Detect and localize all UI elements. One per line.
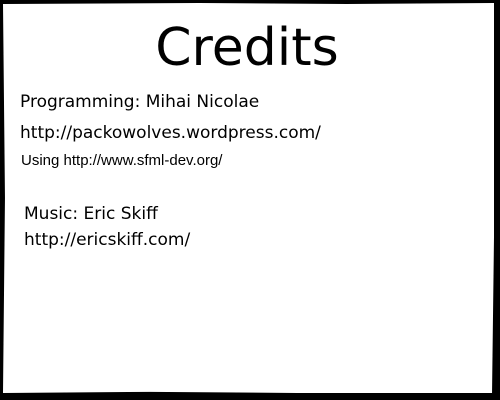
musician-url: http://ericskiff.com/ xyxy=(24,230,191,250)
programmer-url: http://packowolves.wordpress.com/ xyxy=(20,123,321,143)
library-credit: Using http://www.sfml-dev.org/ xyxy=(21,152,223,169)
credits-panel xyxy=(3,3,494,393)
music-credit: Music: Eric Skiff xyxy=(24,204,158,224)
programming-credit: Programming: Mihai Nicolae xyxy=(20,92,260,112)
credits-title: Credits xyxy=(155,18,339,78)
